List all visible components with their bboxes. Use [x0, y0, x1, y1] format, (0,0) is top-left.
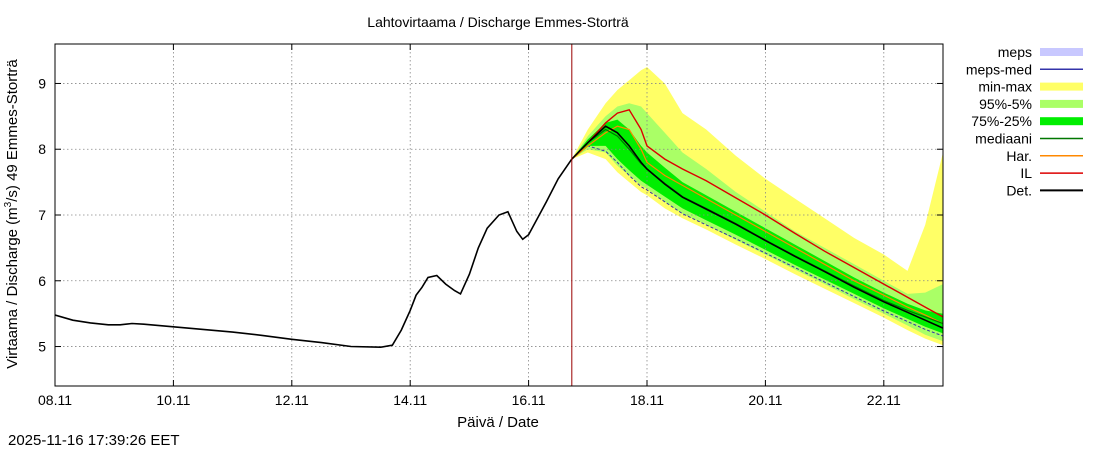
x-tick-label: 22.11 [867, 392, 901, 408]
legend-swatch [1040, 48, 1083, 56]
y-tick-label: 9 [38, 75, 46, 91]
x-tick-label: 12.11 [275, 392, 309, 408]
series-meps-med [571, 145, 943, 337]
series-observed [55, 158, 573, 349]
legend-label: Har. [1006, 148, 1032, 164]
timestamp: 2025-11-16 17:39:26 EET [8, 432, 180, 449]
legend-swatch [1040, 99, 1083, 108]
x-tick-label: 14.11 [393, 392, 427, 408]
y-axis-ticks: 5 6 7 8 9 [38, 75, 943, 355]
legend-label: IL [1020, 165, 1032, 181]
x-axis-label: Päivä / Date [457, 414, 539, 431]
y-tick-label: 6 [38, 273, 46, 289]
legend-label: meps [998, 44, 1032, 60]
x-tick-label: 16.11 [512, 392, 546, 408]
series-il [571, 108, 943, 318]
series-lines [55, 44, 943, 386]
x-tick-label: 20.11 [748, 392, 782, 408]
legend-label: mediaani [975, 131, 1032, 147]
x-tick-label: 08.11 [38, 392, 72, 408]
x-tick-label: 10.11 [156, 392, 190, 408]
series-har [571, 125, 943, 325]
y-tick-label: 8 [38, 141, 46, 157]
legend-swatch [1040, 82, 1083, 91]
y-axis-label: Virtaama / Discharge (m3/s) 49 Emmes-Sto… [3, 59, 21, 369]
legend-swatch [1040, 117, 1083, 126]
y-tick-label: 7 [38, 207, 46, 223]
legend-label: 95%-5% [979, 96, 1032, 112]
legend-label: min-max [978, 79, 1032, 95]
x-tick-label: 18.11 [630, 392, 664, 408]
legend-label: Det. [1006, 182, 1032, 198]
x-axis-ticks: 08.11 10.11 12.11 14.11 16.11 18.11 20.11 22.11 [38, 44, 901, 408]
chart-title: Lahtovirtaama / Discharge Emmes-Storträ [367, 14, 629, 30]
legend-label: meps-med [966, 61, 1032, 77]
legend-label: 75%-25% [971, 113, 1032, 129]
series-det [571, 125, 943, 329]
y-tick-label: 5 [38, 339, 46, 355]
